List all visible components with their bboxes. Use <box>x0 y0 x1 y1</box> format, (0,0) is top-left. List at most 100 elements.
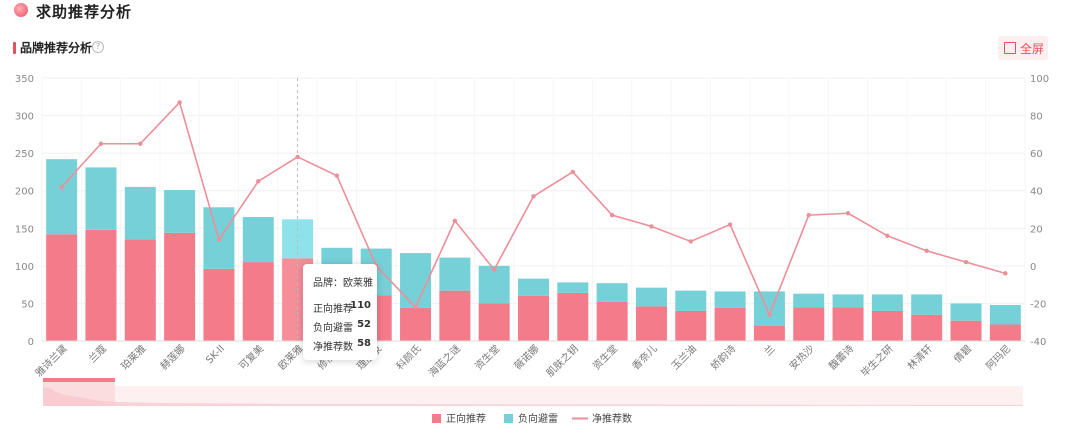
bar-negative <box>753 291 785 326</box>
net-point <box>177 100 182 105</box>
accent-bar <box>13 42 16 54</box>
bar-positive <box>832 307 864 341</box>
bar-positive <box>557 292 589 341</box>
bar-positive <box>124 239 156 341</box>
bar-negative <box>164 189 196 233</box>
bar-positive <box>714 307 746 341</box>
bar-negative <box>793 293 825 308</box>
net-point <box>806 212 811 218</box>
net-point <box>531 194 536 199</box>
expand-icon <box>1004 42 1016 54</box>
net-point <box>1003 271 1008 276</box>
zoom-handle <box>43 378 115 382</box>
bar-positive <box>675 310 707 341</box>
x-tick-label: 可复美 <box>236 342 266 372</box>
panel-header: 品牌推荐分析 ? 全屏 <box>0 36 1080 62</box>
net-point <box>727 222 733 227</box>
tooltip-title: 品牌：欧莱雅 <box>313 278 373 289</box>
tooltip-row-label: 负向避雷 <box>313 323 353 334</box>
net-point <box>845 211 851 216</box>
tooltip-row-value: 110 <box>350 300 371 311</box>
bar-negative <box>400 253 432 308</box>
bar-negative <box>518 278 549 296</box>
bar-negative <box>557 282 589 293</box>
bar-negative <box>85 167 117 230</box>
x-tick-label: 兰 <box>761 342 777 358</box>
bar-positive <box>164 232 196 341</box>
bar-negative <box>596 283 628 302</box>
x-tick-label: 毕生之研 <box>858 342 895 379</box>
x-tick-label: 资生堂 <box>590 342 620 372</box>
x-tick-label: 倩碧 <box>951 342 974 365</box>
y-left-tick-label: 200 <box>15 187 34 198</box>
y-left-tick-label: 250 <box>15 149 34 160</box>
x-tick-label: 珀莱雅 <box>118 342 148 372</box>
bar-negative <box>124 186 156 240</box>
net-point <box>570 169 576 175</box>
bar-positive <box>478 303 510 341</box>
net-point <box>963 259 969 265</box>
net-point <box>688 239 693 244</box>
bar-positive <box>753 325 785 341</box>
x-tick-label: 兰蔻 <box>86 342 109 365</box>
legend-swatch <box>432 414 441 423</box>
net-point <box>649 224 654 229</box>
y-right-tick-label: 20 <box>1030 224 1043 235</box>
legend-label: 负向避雷 <box>518 412 558 425</box>
y-left-tick-label: 0 <box>28 337 34 348</box>
bar-negative <box>832 294 864 308</box>
x-tick-label: 香奈儿 <box>629 342 659 372</box>
bar-positive <box>400 307 432 341</box>
y-left-tick-label: 100 <box>15 262 34 273</box>
bar-positive <box>85 229 117 341</box>
bar-negative <box>714 291 746 308</box>
net-point <box>295 154 300 160</box>
x-tick-label: 赫莲娜 <box>157 342 187 372</box>
x-tick-label: 资生堂 <box>472 342 502 372</box>
bar-negative <box>635 287 667 307</box>
y-right-tick-label: 100 <box>1030 74 1049 85</box>
fullscreen-button[interactable]: 全屏 <box>998 36 1048 60</box>
tooltip-row-value: 52 <box>357 319 371 330</box>
x-tick-label: 玉兰油 <box>668 342 698 372</box>
logo-icon <box>14 3 28 17</box>
bar-negative <box>950 303 982 321</box>
x-tick-label: 肌肤之钥 <box>543 342 580 379</box>
net-point <box>452 218 458 223</box>
bar-negative <box>911 294 943 315</box>
tooltip-row-label: 净推荐数 <box>313 342 353 353</box>
net-point <box>924 248 929 254</box>
chart-tooltip: 品牌：欧莱雅 正向推荐 110 负向避雷 52 净推荐数 58 <box>303 264 377 360</box>
net-point <box>256 179 261 184</box>
legend-swatch <box>504 414 513 423</box>
bar-positive <box>518 295 549 341</box>
net-point <box>138 141 143 146</box>
bar-negative <box>46 159 78 235</box>
bar-positive <box>439 290 471 341</box>
help-icon[interactable]: ? <box>92 41 104 53</box>
header: 求助推荐分析 <box>0 0 1080 26</box>
bar-negative <box>675 290 707 311</box>
x-tick-label: 阿玛尼 <box>984 343 1014 373</box>
net-point <box>609 212 615 218</box>
x-tick-label: 薇诺娜 <box>511 342 541 372</box>
bar-negative <box>478 265 510 304</box>
bar-negative <box>282 219 314 259</box>
bar-negative <box>871 294 903 311</box>
legend-label: 净推荐数 <box>592 412 632 425</box>
bar-positive <box>596 301 628 341</box>
bar-positive <box>46 234 78 341</box>
y-right-tick-label: 60 <box>1030 149 1043 160</box>
tooltip-row-label: 正向推荐 <box>313 304 353 315</box>
tooltip-row-value: 58 <box>357 338 371 349</box>
y-left-tick-label: 150 <box>15 224 34 235</box>
bar-positive <box>950 320 982 341</box>
y-right-tick-label: 40 <box>1030 187 1043 198</box>
bar-positive <box>871 310 903 341</box>
x-tick-label: 娇韵诗 <box>708 342 738 372</box>
y-right-tick-label: 0 <box>1030 262 1036 273</box>
net-point <box>98 141 104 146</box>
y-right-tick-label: -40 <box>1030 337 1046 348</box>
x-tick-label: 雅诗兰黛 <box>32 342 69 379</box>
